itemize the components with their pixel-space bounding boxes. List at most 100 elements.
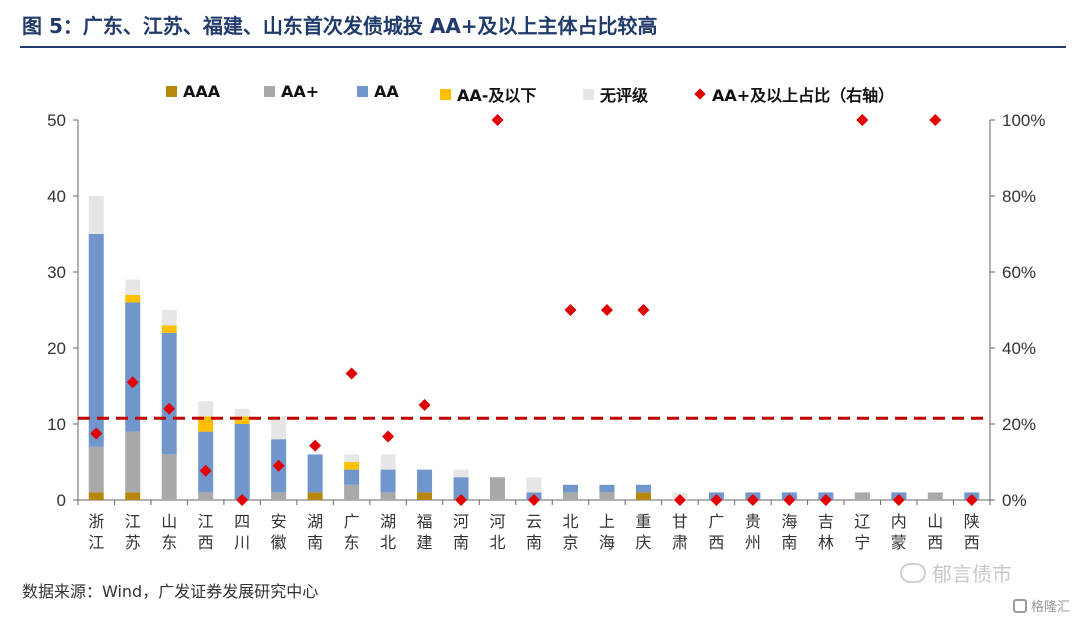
legend-swatch-aa-plus [264,86,275,97]
ratio-point [819,494,832,506]
ratio-point [236,494,249,506]
legend-item-aaa: AAA [166,82,220,101]
x-tick-label: 海 [599,533,615,552]
y-tick-label-left: 30 [47,263,66,282]
ratio-point [965,494,978,506]
x-tick-label: 河 [490,512,506,531]
x-tick-label: 福 [417,512,433,531]
x-tick-label: 州 [745,533,761,552]
ratio-point [90,427,103,440]
bar-segment-aa [88,234,104,447]
y-tick-label-right: 80% [1002,187,1036,206]
watermark-text: 郁言债市 [932,562,1012,586]
y-tick-label-right: 60% [1002,263,1036,282]
bar-segment-aa-minus [198,416,214,432]
x-tick-label: 西 [927,533,943,552]
ratio-point [600,304,613,316]
y-tick-label-right: 100% [1002,111,1045,130]
bar-segment-aaa [307,492,323,500]
bar-segment-aa-plus [198,492,214,500]
x-tick-label: 苏 [125,533,141,552]
bar-segment-aa [380,469,396,493]
ratio-point [455,494,468,506]
x-tick-label: 东 [161,533,177,552]
legend-label-unrated: 无评级 [600,86,649,105]
bar-segment-aa [234,424,250,500]
ratio-point [746,494,759,506]
bar-segment-unrated [344,454,360,462]
bar-segment-aa-plus [125,431,141,493]
x-tick-label: 南 [453,533,469,552]
x-tick-label: 肃 [672,533,688,552]
x-tick-label: 重 [635,512,651,531]
bar-segment-aa [161,332,177,455]
x-tick-label: 南 [781,533,797,552]
ratio-point [345,367,358,380]
x-tick-label: 宁 [854,533,870,552]
ratio-point [710,494,723,506]
ratio-point [783,494,796,506]
y-tick-label-right: 0% [1002,491,1027,510]
bar-segment-aa-plus [927,492,943,500]
ratio-point [892,494,905,506]
chart-legend: AAA AA+ AA AA-及以下 无评级 AA+及以上占比（右轴） [0,82,1080,106]
ratio-point [272,459,285,472]
legend-label-aa: AA [374,82,399,101]
bar-segment-aa-plus [161,454,177,500]
bar-segment-aa [198,431,214,493]
x-tick-label: 京 [562,533,578,552]
x-tick-label: 林 [818,533,834,552]
x-tick-label: 西 [198,533,214,552]
bar-segment-aa-minus [161,325,177,333]
x-tick-label: 北 [562,512,578,531]
x-tick-label: 甘 [672,512,688,531]
ratio-point [126,376,139,389]
bar-segment-unrated [125,279,141,295]
x-tick-label: 广 [344,512,360,531]
x-tick-label: 吉 [818,512,834,531]
x-tick-label: 湖 [307,512,323,531]
y-tick-label-right: 40% [1002,339,1036,358]
legend-label-aa-plus: AA+ [281,82,320,101]
x-tick-label: 西 [964,533,980,552]
x-tick-label: 西 [708,533,724,552]
bar-segment-aa [453,477,469,500]
x-tick-label: 庆 [635,533,651,552]
legend-item-aa-plus: AA+ [264,82,319,101]
bar-segment-aa [599,484,615,493]
bar-segment-aa-plus [490,477,506,500]
x-tick-label: 蒙 [891,533,907,552]
bar-segment-unrated [234,408,250,417]
bar-segment-unrated [380,454,396,470]
ratio-point [418,399,431,411]
legend-label-aaa: AAA [183,82,221,101]
bar-segment-aa-plus [380,492,396,500]
bar-segment-aa [344,469,360,485]
bar-segment-unrated [161,310,177,326]
ratio-point [637,304,650,316]
legend-item-aa: AA [357,82,399,101]
bar-segment-aa [562,484,578,493]
y-tick-label-left: 20 [47,339,66,358]
bar-segment-aaa [88,492,104,500]
ratio-point [491,114,504,126]
x-tick-label: 山 [161,512,177,531]
source-note: 数据来源：Wind，广发证券发展研究中心 [22,582,319,601]
x-tick-label: 川 [234,533,250,552]
bar-segment-aaa [125,492,141,500]
y-tick-label-left: 10 [47,415,66,434]
legend-swatch-aa [357,86,368,97]
bar-segment-aa [307,454,323,493]
x-tick-label: 安 [271,512,287,531]
watermark: 郁言债市 [900,558,1012,587]
y-tick-label-left: 50 [47,111,66,130]
x-tick-label: 江 [198,512,214,531]
legend-swatch-aaa [166,86,177,97]
x-tick-label: 徽 [271,533,287,552]
x-tick-label: 江 [88,533,104,552]
legend-item-aa-minus: AA-及以下 [440,82,536,106]
ratio-point [199,464,212,477]
x-tick-label: 北 [380,533,396,552]
x-tick-label: 云 [526,512,542,531]
ratio-point [673,494,686,506]
